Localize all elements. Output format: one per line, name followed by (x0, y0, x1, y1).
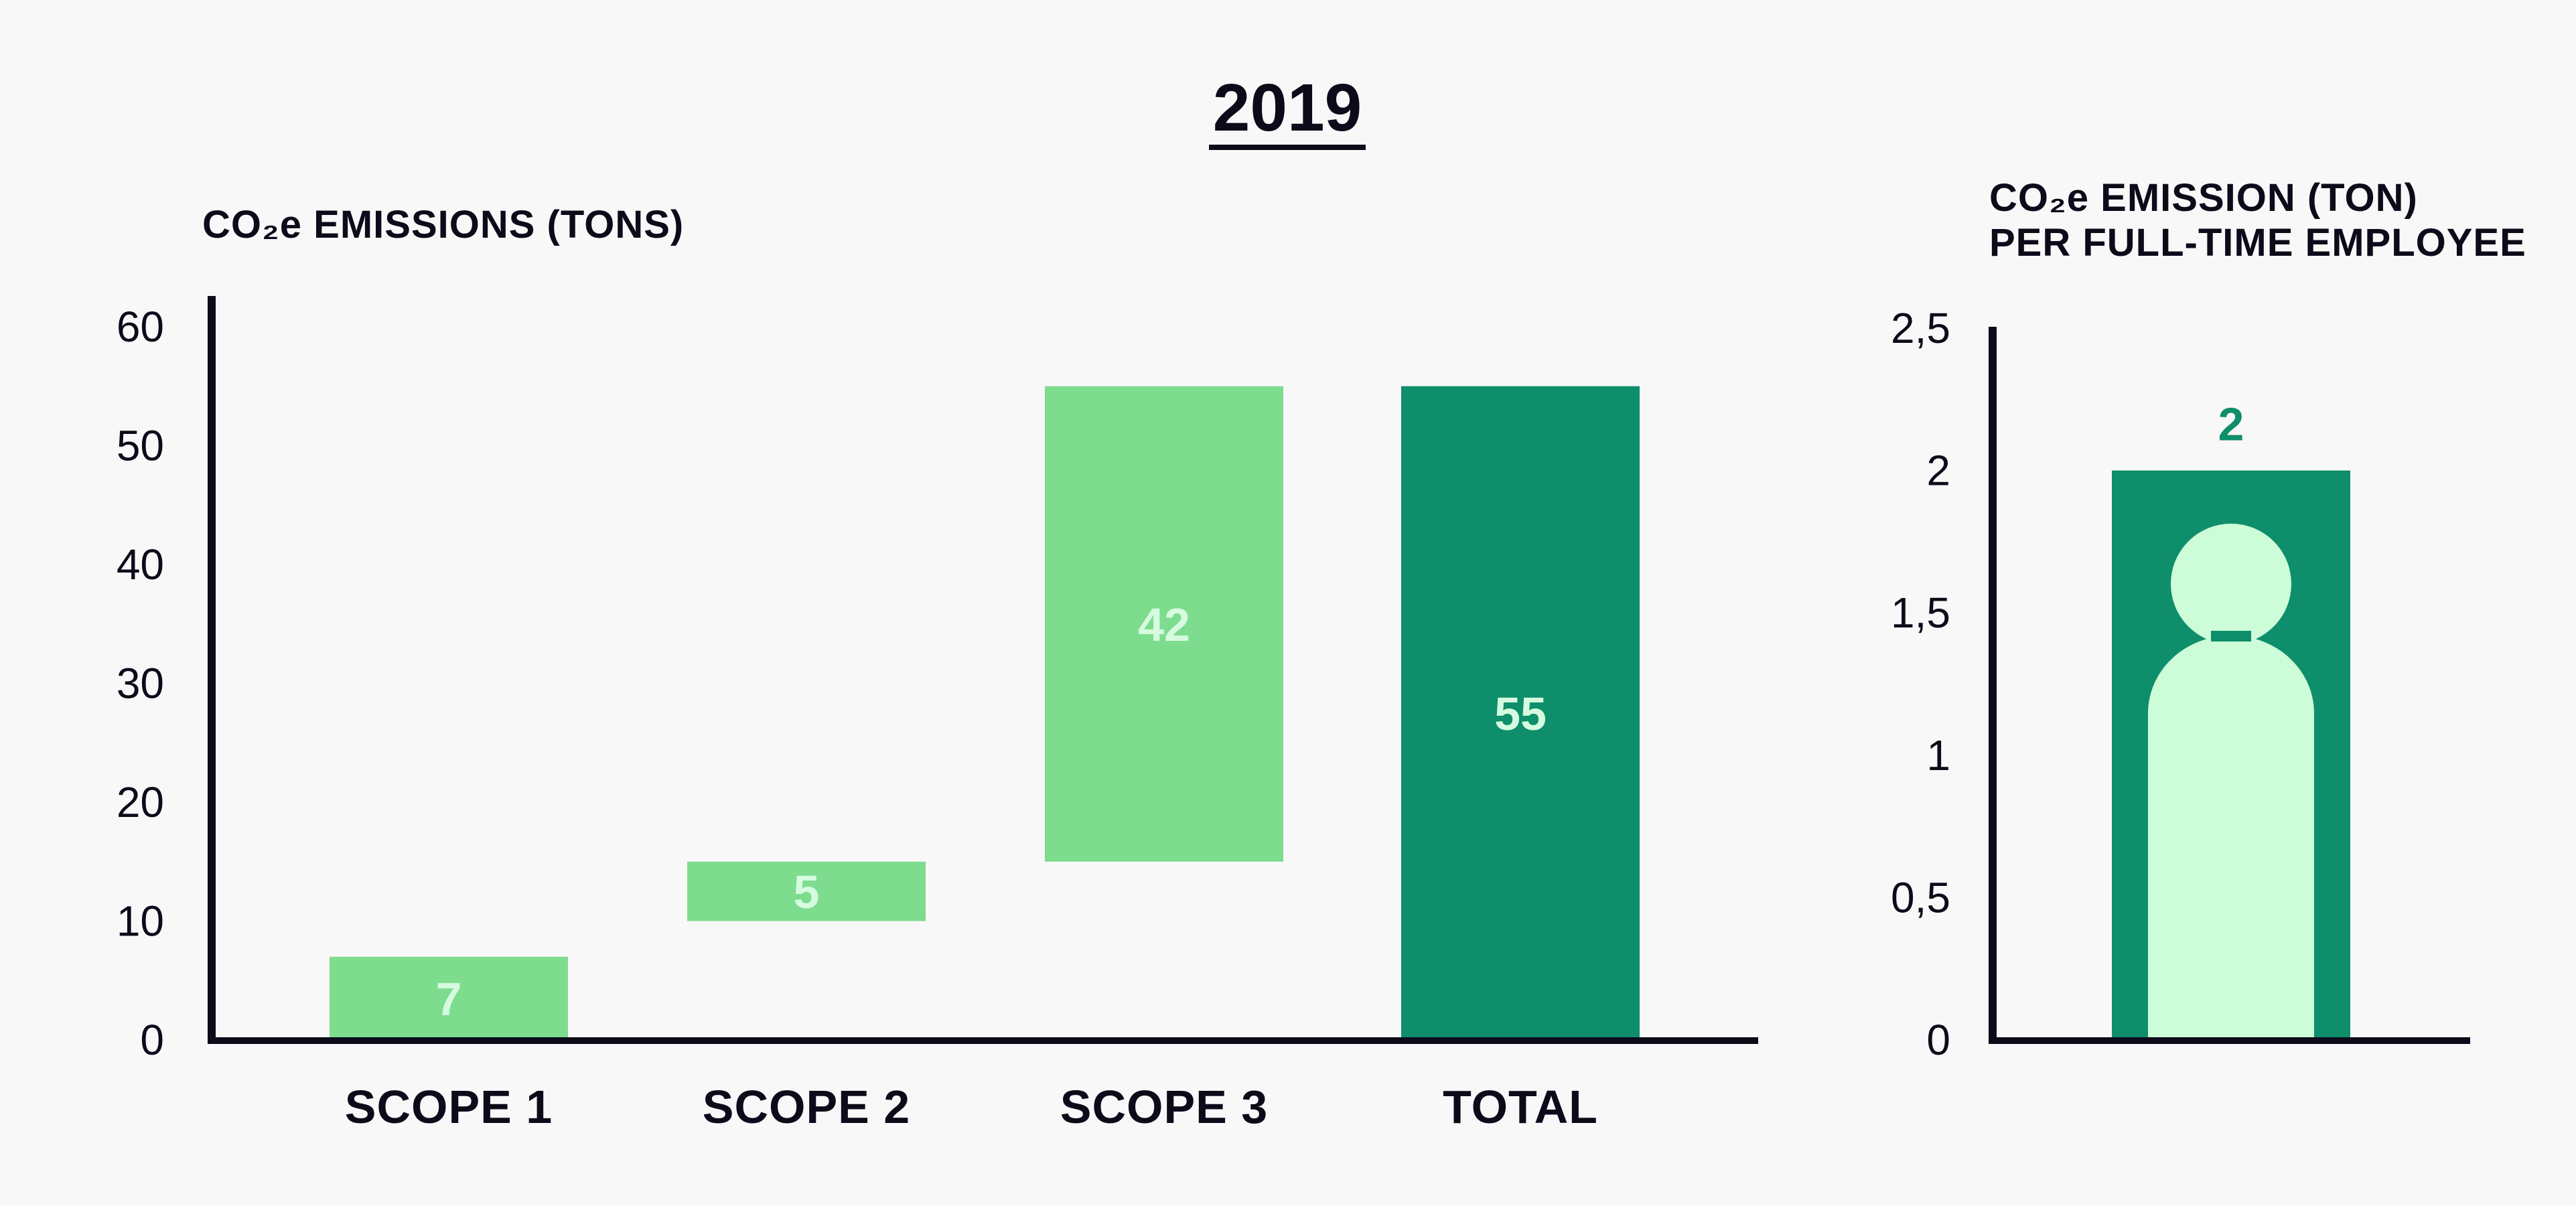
bar-scope-2 (687, 861, 926, 921)
right-axis-title-line-2: PER FULL-TIME EMPLOYEE (1989, 221, 2526, 265)
bar-value-label: 42 (1138, 599, 1190, 651)
right-y-tick-label: 2,5 (1891, 304, 1950, 352)
chart-title: 2019 (1213, 70, 1362, 145)
category-label: SCOPE 2 (703, 1081, 910, 1133)
title-underline (1209, 145, 1366, 150)
left-y-tick-label: 30 (117, 660, 164, 708)
right-x-axis-line (1989, 1037, 2470, 1044)
bar-value-label: 7 (436, 973, 462, 1025)
bar-value-label: 5 (794, 866, 820, 918)
waterfall-chart: 0 10 20 30 40 50 60 7 SCOPE 1 5 SCOPE 2 42 SCOPE 3 55… (117, 296, 1758, 1133)
person-neck-gap (2211, 631, 2251, 642)
person-body (2148, 635, 2314, 1040)
right-y-axis-line (1989, 327, 1997, 1044)
left-y-tick-label: 60 (117, 303, 164, 351)
left-y-tick-label: 50 (117, 422, 164, 470)
left-axis-title: CO₂e EMISSIONS (TONS) (202, 203, 684, 246)
person-head (2171, 524, 2291, 644)
right-y-tick-label: 2 (1926, 447, 1950, 495)
per-employee-chart: 0 0,5 1 1,5 2 2,5 2 (1891, 304, 2470, 1064)
bar-value-label: 2 (2218, 398, 2244, 451)
person-icon (2148, 524, 2314, 1040)
bar-scope-3 (1045, 386, 1283, 862)
bar-total (1401, 386, 1640, 1040)
bar-value-label: 55 (1494, 688, 1547, 740)
left-y-tick-label: 20 (117, 778, 164, 826)
bar-scope-1 (330, 956, 568, 1040)
right-y-tick-label: 0 (1926, 1016, 1950, 1064)
category-label: SCOPE 1 (345, 1081, 553, 1133)
category-label: TOTAL (1443, 1081, 1598, 1133)
left-y-axis-line (208, 296, 216, 1044)
right-y-tick-label: 0,5 (1891, 873, 1950, 921)
category-label: SCOPE 3 (1060, 1081, 1268, 1133)
right-axis-title-line-1: CO₂e EMISSION (TON) (1989, 176, 2418, 220)
left-y-tick-label: 0 (140, 1016, 164, 1064)
right-y-tick-label: 1,5 (1891, 589, 1950, 637)
left-x-axis-line (208, 1037, 1758, 1044)
right-y-tick-label: 1 (1926, 731, 1950, 779)
left-y-tick-label: 40 (117, 540, 164, 589)
left-y-tick-label: 10 (117, 897, 164, 946)
